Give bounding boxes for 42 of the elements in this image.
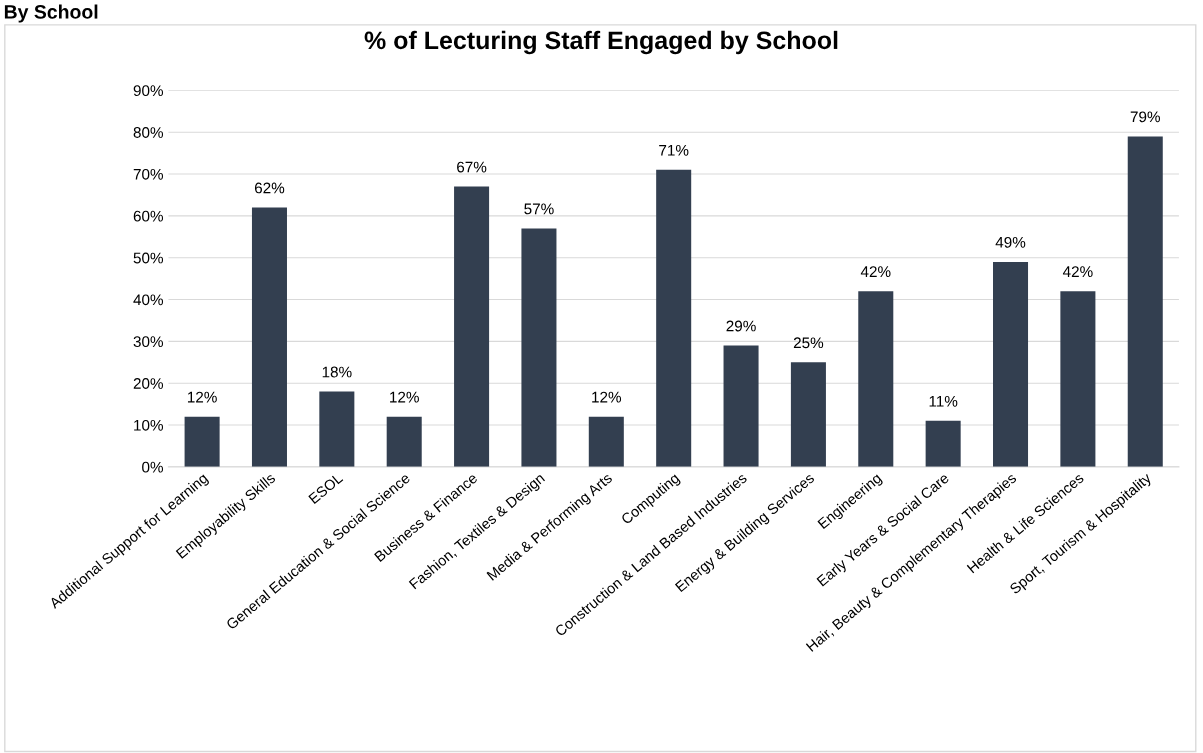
data-label: 79% [1130, 111, 1160, 123]
data-label: 42% [860, 266, 891, 277]
y-tick-label: 70% [133, 168, 164, 180]
data-label: 25% [793, 337, 824, 349]
chart-title: % of Lecturing Staff Engaged by School [364, 30, 838, 55]
data-label: 57% [524, 203, 554, 215]
data-label: 67% [457, 161, 487, 173]
y-tick-label: 60% [133, 210, 164, 222]
bar [656, 169, 692, 467]
data-label: 71% [659, 144, 689, 156]
data-label: 62% [254, 182, 285, 194]
bar [858, 291, 894, 467]
bar [1127, 136, 1163, 467]
bar [925, 420, 961, 467]
data-label: 49% [995, 236, 1026, 248]
data-label: 11% [929, 395, 958, 407]
y-tick-label: 30% [133, 336, 164, 348]
bar [723, 345, 759, 467]
bar [993, 261, 1029, 467]
bar [521, 228, 557, 467]
bar [588, 416, 624, 467]
y-tick-label: 50% [133, 252, 164, 264]
bar [1060, 291, 1096, 467]
text: By School [4, 4, 98, 23]
y-tick-label: 40% [133, 294, 164, 306]
y-tick-label: 20% [133, 378, 164, 389]
bar [454, 186, 490, 467]
bar [319, 391, 355, 467]
y-tick-label: 80% [133, 127, 164, 138]
data-label: 42% [1062, 266, 1093, 277]
data-label: 12% [187, 391, 217, 403]
data-label: 29% [726, 320, 756, 332]
bar [790, 362, 826, 467]
bar [386, 416, 422, 467]
y-tick-label: 0% [142, 461, 164, 473]
data-label: 18% [322, 366, 352, 378]
y-tick-label: 90% [133, 85, 164, 97]
data-label: 12% [592, 391, 622, 403]
bar [184, 416, 220, 467]
data-label: 12% [390, 391, 419, 403]
y-tick-label: 10% [134, 419, 164, 431]
bar [251, 207, 287, 467]
